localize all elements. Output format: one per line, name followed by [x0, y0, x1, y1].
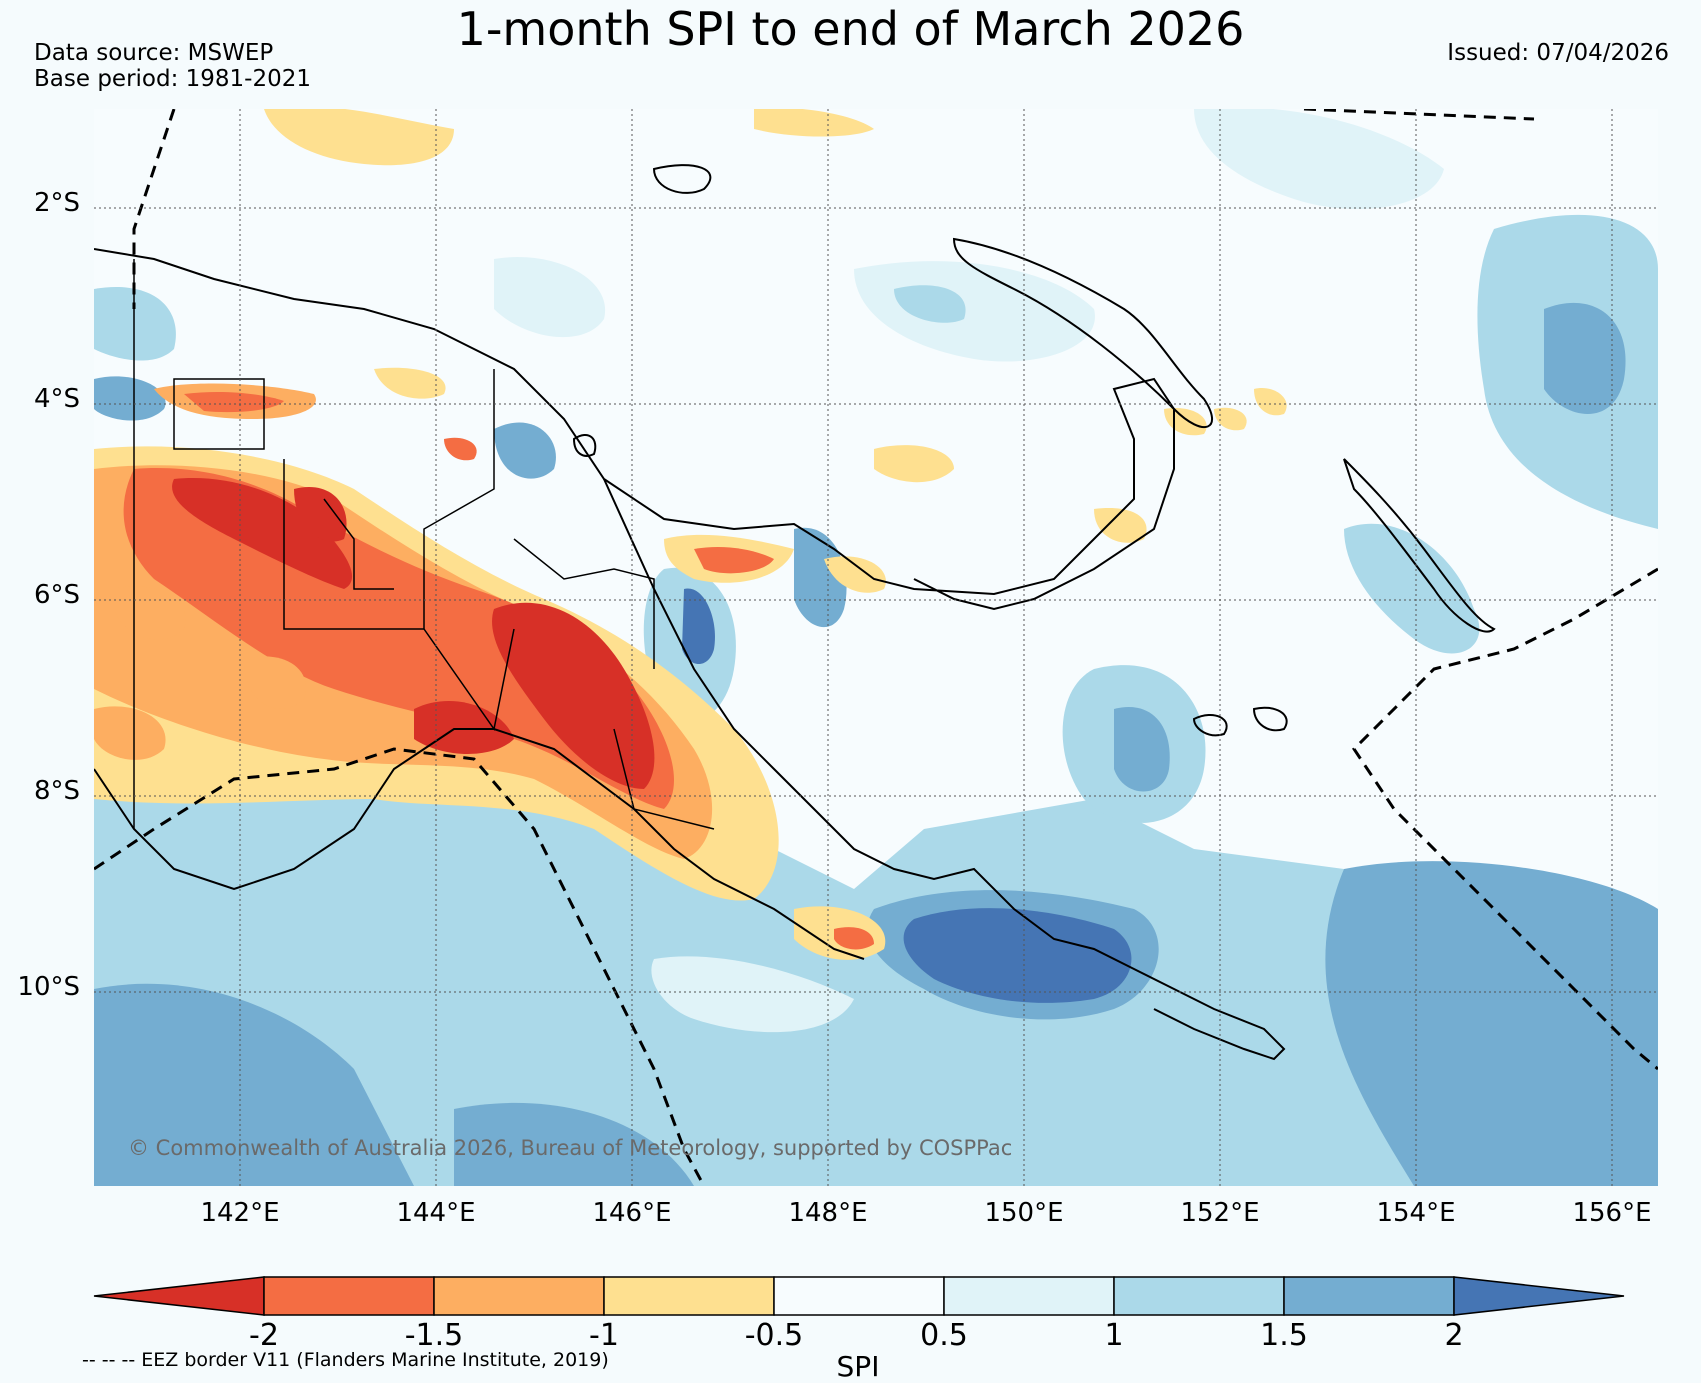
colorbar-tick: -0.5	[744, 1318, 804, 1353]
colorbar-seg-6	[1113, 1276, 1285, 1316]
colorbar-seg-1	[263, 1276, 435, 1316]
map-source-info: Data source: MSWEP Base period: 1981-202…	[34, 40, 311, 92]
colorbar-seg-8	[1453, 1276, 1625, 1316]
colorbar-tick: -1	[589, 1318, 619, 1353]
coastlines	[94, 164, 1496, 1061]
lon-label-156e: 156°E	[1572, 1198, 1652, 1228]
lat-label-10s: 10°S	[17, 972, 80, 1002]
eez-legend-note: -- -- -- EEZ border V11 (Flanders Marine…	[82, 1349, 609, 1371]
dry-anomaly-areas	[94, 109, 1287, 960]
colorbar-tick: 0.5	[920, 1318, 968, 1353]
colorbar-seg-5	[943, 1276, 1115, 1316]
colorbar-seg-2	[433, 1276, 605, 1316]
colorbar-tick: -2	[249, 1318, 279, 1353]
lat-label-2s: 2°S	[33, 188, 80, 218]
spi-map[interactable]	[94, 109, 1658, 1186]
copyright-notice: © Commonwealth of Australia 2026, Bureau…	[128, 1136, 1013, 1160]
colorbar-seg-3	[603, 1276, 775, 1316]
base-period: Base period: 1981-2021	[34, 66, 312, 92]
lon-label-148e: 148°E	[788, 1198, 868, 1228]
data-source: Data source: MSWEP	[34, 40, 274, 66]
issued-date: Issued: 07/04/2026	[1447, 40, 1669, 66]
eez-borders	[94, 109, 1658, 1186]
colorbar-tick: 1	[1104, 1318, 1124, 1353]
lon-label-154e: 154°E	[1376, 1198, 1456, 1228]
colorbar-tick: 2	[1444, 1318, 1464, 1353]
colorbar-tick: -1.5	[404, 1318, 464, 1353]
province-borders	[133, 259, 715, 830]
lon-label-146e: 146°E	[592, 1198, 672, 1228]
graticule	[94, 109, 1658, 1186]
colorbar-seg-0	[93, 1276, 265, 1316]
spi-map-canvas	[94, 109, 1658, 1186]
lat-label-8s: 8°S	[33, 776, 80, 806]
colorbar-title: SPI	[836, 1350, 880, 1383]
map-title: 1-month SPI to end of March 2026	[456, 2, 1245, 56]
lon-label-152e: 152°E	[1180, 1198, 1260, 1228]
lat-label-4s: 4°S	[33, 384, 80, 414]
lon-label-144e: 144°E	[396, 1198, 476, 1228]
colorbar-seg-7	[1283, 1276, 1455, 1316]
colorbar	[93, 1276, 1625, 1316]
lon-label-150e: 150°E	[984, 1198, 1064, 1228]
lon-label-142e: 142°E	[200, 1198, 280, 1228]
lat-label-6s: 6°S	[33, 580, 80, 610]
colorbar-seg-4	[773, 1276, 945, 1316]
colorbar-tick: 1.5	[1260, 1318, 1308, 1353]
